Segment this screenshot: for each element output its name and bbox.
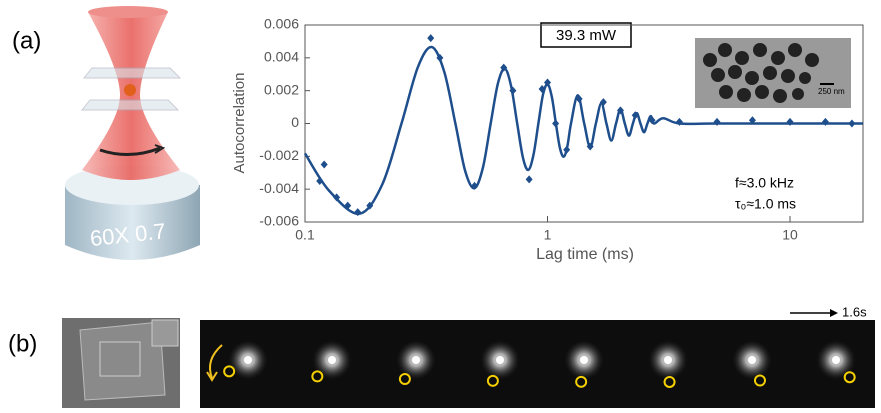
x-tick-label: 0.1 [295,227,315,243]
marker-circle [663,375,676,388]
marker-circle [486,374,499,387]
marker-circle [223,365,236,378]
particle-core [580,356,588,364]
particle-core [244,356,252,364]
marker-circle [575,375,588,388]
annotation: 39.3 mW [556,27,617,44]
inset-particles [703,43,819,103]
y-axis-label: Autocorrelation [231,73,248,174]
data-point [320,160,328,169]
timescale-label: 1.6s [842,304,867,319]
annotation: τ₀≈1.0 ms [735,196,796,212]
marker-circle [753,374,766,387]
marker-circle [398,372,411,385]
particle-core [328,356,336,364]
fit-line [303,45,863,216]
x-tick-label: 10 [782,227,798,243]
y-tick-label: -0.006 [259,213,299,229]
y-tick-label: -0.004 [259,180,299,196]
data-point [427,34,435,43]
x-axis-label: Lag time (ms) [536,246,634,263]
particle-core [412,356,420,364]
particle-core [496,356,504,364]
y-tick-label: 0.004 [264,49,299,65]
time-arrow-head [830,309,838,317]
annotation: f≈3.0 kHz [735,175,794,191]
particle-core [664,356,672,364]
data-point [525,175,533,184]
particle-core [832,356,840,364]
panel-label: (a) [12,27,41,54]
marker-circle [843,371,856,384]
particle-core [748,356,756,364]
data-point [748,116,756,125]
x-tick-label: 1 [544,227,552,243]
y-tick-label: 0.006 [264,16,299,32]
annotation-box [540,22,632,48]
y-tick-label: -0.002 [259,147,299,163]
y-tick-label: 0.002 [264,81,299,97]
scale-label: 250 nm [818,87,845,96]
panel-label: (b) [8,330,37,357]
y-tick-label: 0 [291,114,299,130]
objective-illustration: 60X 0.7 [65,6,200,260]
marker-circle [311,370,324,383]
